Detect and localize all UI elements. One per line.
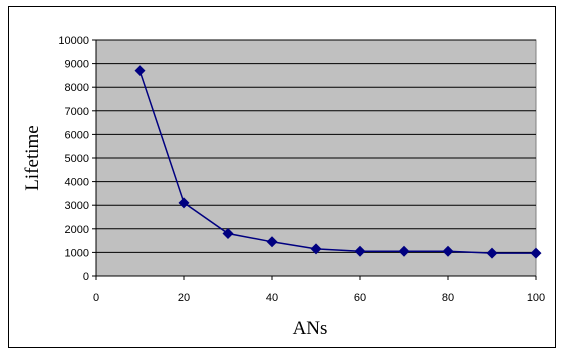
data-point-marker	[530, 247, 542, 259]
data-point-marker	[178, 197, 190, 209]
y-axis-title: Lifetime	[22, 125, 43, 190]
series-line	[139, 70, 536, 254]
x-axis-title: ANs	[293, 318, 328, 339]
y-tick-label: 6000	[65, 129, 89, 141]
data-point-marker	[134, 65, 146, 77]
data-point-marker	[398, 245, 410, 257]
data-point-marker	[266, 236, 278, 248]
data-markers	[134, 65, 542, 259]
data-point-marker	[310, 243, 322, 255]
x-tick-label: 0	[93, 292, 99, 304]
y-tick-label: 2000	[65, 224, 89, 236]
y-tick-label: 9000	[65, 59, 89, 71]
x-tick-label: 60	[354, 292, 366, 304]
y-tick-label: 8000	[65, 82, 89, 94]
x-tick-label: 80	[442, 292, 454, 304]
x-tick-label: 20	[178, 292, 190, 304]
y-tick-label: 7000	[65, 106, 89, 118]
x-tick-label: 40	[266, 292, 278, 304]
y-tick-label: 5000	[65, 153, 89, 165]
y-tick-label: 0	[83, 271, 89, 283]
data-point-marker	[486, 247, 498, 259]
data-point-marker	[354, 245, 366, 257]
x-tick-labels: 0 20 40 60 80 100	[93, 276, 545, 304]
y-tick-label: 10000	[58, 35, 89, 47]
data-point-marker	[222, 228, 234, 240]
y-tick-label: 1000	[65, 247, 89, 259]
y-tick-label: 4000	[65, 177, 89, 189]
data-point-marker	[442, 245, 454, 257]
y-tick-label: 3000	[65, 200, 89, 212]
x-tick-label: 100	[527, 292, 545, 304]
y-tick-labels: 0 1000 2000 3000 4000 5000 6000 7000 8000 9000 100…	[58, 35, 96, 283]
